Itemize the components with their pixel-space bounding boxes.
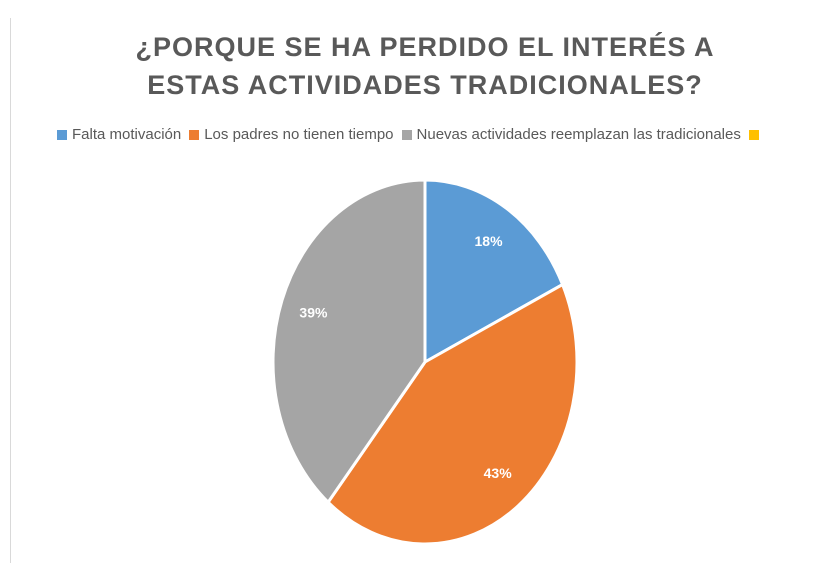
legend-label: Nuevas actividades reemplazan las tradic… — [416, 126, 741, 143]
data-label: 39% — [299, 305, 328, 321]
legend-item: Falta motivación — [57, 126, 181, 143]
chart-title: ¿PORQUE SE HA PERDIDO EL INTERÉS A ESTAS… — [135, 32, 715, 100]
legend-swatch — [401, 129, 412, 140]
legend-item: Los padres no tienen tiempo — [189, 126, 394, 143]
data-label: 43% — [484, 465, 513, 481]
chart-frame — [10, 18, 822, 563]
pie-slice — [271, 178, 427, 505]
legend-label: Los padres no tienen tiempo — [204, 126, 394, 143]
legend-item — [748, 129, 764, 140]
pie-slice — [326, 282, 579, 546]
pie-slice — [423, 178, 565, 365]
legend-swatch — [189, 129, 200, 140]
legend-swatch — [57, 129, 67, 140]
legend: Falta motivación Los padres no tienen tie… — [57, 126, 772, 143]
legend-item: Nuevas actividades reemplazan las tradic… — [401, 126, 741, 143]
legend-swatch — [748, 129, 759, 140]
data-label: 18% — [475, 233, 504, 249]
legend-label: Falta motivación — [72, 126, 182, 143]
